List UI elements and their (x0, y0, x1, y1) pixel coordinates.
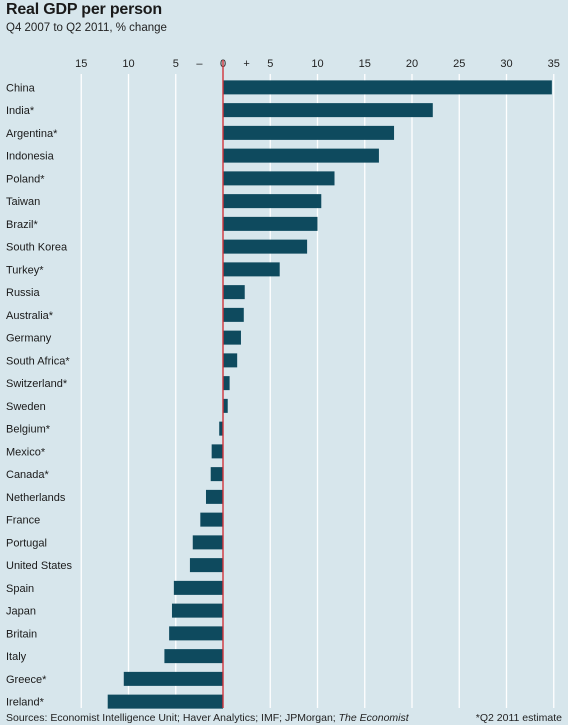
bar (223, 262, 280, 277)
bar (123, 671, 223, 686)
category-label: Australia* (6, 310, 54, 322)
category-label: China (6, 82, 36, 94)
bar (223, 148, 379, 163)
x-tick-label: 30 (500, 58, 512, 70)
bar (223, 239, 308, 254)
category-label: France (6, 515, 40, 527)
bar (210, 467, 223, 482)
category-label: Spain (6, 583, 34, 595)
category-label: Netherlands (6, 492, 66, 504)
category-label: South Korea (6, 242, 68, 254)
x-tick-label: – (196, 58, 203, 70)
category-label: Argentina* (6, 128, 58, 140)
category-label: Italy (6, 651, 27, 663)
bar (173, 580, 223, 595)
x-tick-label: 20 (406, 58, 418, 70)
category-label: Mexico* (6, 446, 46, 458)
bar (169, 626, 223, 641)
bar (164, 649, 223, 664)
chart-subtitle: Q4 2007 to Q2 2011, % change (6, 22, 167, 34)
category-label: Germany (6, 333, 52, 345)
sources-text: Sources: Economist Intelligence Unit; Ha… (6, 712, 339, 724)
bar (223, 353, 238, 368)
category-label: Greece* (6, 674, 47, 686)
category-label: India* (6, 105, 35, 117)
bar (205, 489, 223, 504)
x-tick-label: + (243, 58, 249, 70)
x-tick-label: 25 (453, 58, 465, 70)
bar (223, 398, 228, 413)
category-label: Japan (6, 606, 36, 618)
bar (200, 512, 223, 527)
bar (223, 171, 335, 186)
bar (223, 125, 395, 140)
x-tick-label: 15 (359, 58, 371, 70)
category-label: Brazil* (6, 219, 39, 231)
sources-italic: The Economist (338, 712, 409, 724)
bar (223, 216, 318, 231)
bar (223, 80, 552, 95)
category-label: Canada* (6, 469, 50, 481)
bar (192, 535, 223, 550)
category-label: Sweden (6, 401, 46, 413)
bar (189, 558, 223, 573)
category-label: Portugal (6, 537, 47, 549)
x-tick-label: 35 (548, 58, 560, 70)
bar (107, 694, 223, 709)
bar (219, 421, 223, 436)
category-label: Britain (6, 628, 37, 640)
category-label: Indonesia (6, 151, 55, 163)
bar (223, 194, 322, 209)
bar (223, 103, 433, 118)
bar (223, 330, 241, 345)
category-label: Poland* (6, 173, 45, 185)
estimate-footnote: *Q2 2011 estimate (475, 712, 562, 724)
category-label: Belgium* (6, 424, 51, 436)
category-label: Taiwan (6, 196, 40, 208)
x-tick-label: 5 (267, 58, 273, 70)
category-label: Ireland* (6, 697, 45, 709)
x-tick-label: 10 (311, 58, 323, 70)
category-label: South Africa* (6, 355, 70, 367)
x-tick-label: 15 (75, 58, 87, 70)
x-tick-label: 5 (173, 58, 179, 70)
category-label: United States (6, 560, 73, 572)
bar (211, 444, 223, 459)
bar (223, 285, 245, 300)
bar (223, 376, 230, 391)
category-label: Russia (6, 287, 41, 299)
bar (171, 603, 223, 618)
bar (223, 307, 244, 322)
category-label: Switzerland* (6, 378, 68, 390)
x-tick-label: 10 (122, 58, 134, 70)
sources-note: Sources: Economist Intelligence Unit; Ha… (6, 712, 409, 724)
category-label: Turkey* (6, 264, 44, 276)
chart-title: Real GDP per person (6, 1, 162, 18)
